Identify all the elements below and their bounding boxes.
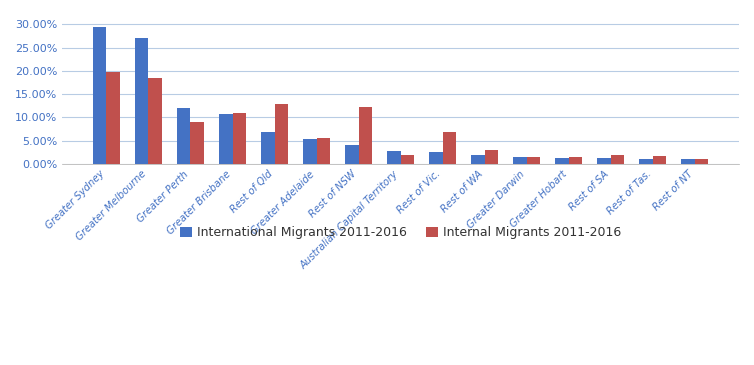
- Bar: [261, 132, 274, 164]
- Bar: [597, 158, 611, 164]
- Bar: [232, 113, 246, 164]
- Bar: [694, 160, 708, 164]
- Bar: [611, 155, 624, 164]
- Bar: [682, 160, 694, 164]
- Bar: [219, 114, 232, 164]
- Bar: [653, 156, 667, 164]
- Bar: [177, 108, 191, 164]
- Bar: [191, 122, 204, 164]
- Bar: [345, 145, 359, 164]
- Bar: [471, 155, 485, 164]
- Bar: [400, 155, 414, 164]
- Bar: [555, 158, 569, 164]
- Legend: International Migrants 2011-2016, Internal Migrants 2011-2016: International Migrants 2011-2016, Intern…: [175, 221, 627, 244]
- Bar: [303, 139, 317, 164]
- Bar: [135, 38, 149, 164]
- Bar: [106, 72, 120, 164]
- Bar: [429, 153, 443, 164]
- Bar: [387, 151, 400, 164]
- Bar: [93, 27, 106, 164]
- Bar: [443, 132, 456, 164]
- Bar: [485, 150, 498, 164]
- Bar: [359, 107, 372, 164]
- Bar: [639, 159, 653, 164]
- Bar: [513, 157, 527, 164]
- Bar: [149, 78, 162, 164]
- Bar: [569, 157, 582, 164]
- Bar: [274, 104, 288, 164]
- Bar: [317, 138, 330, 164]
- Bar: [527, 157, 540, 164]
